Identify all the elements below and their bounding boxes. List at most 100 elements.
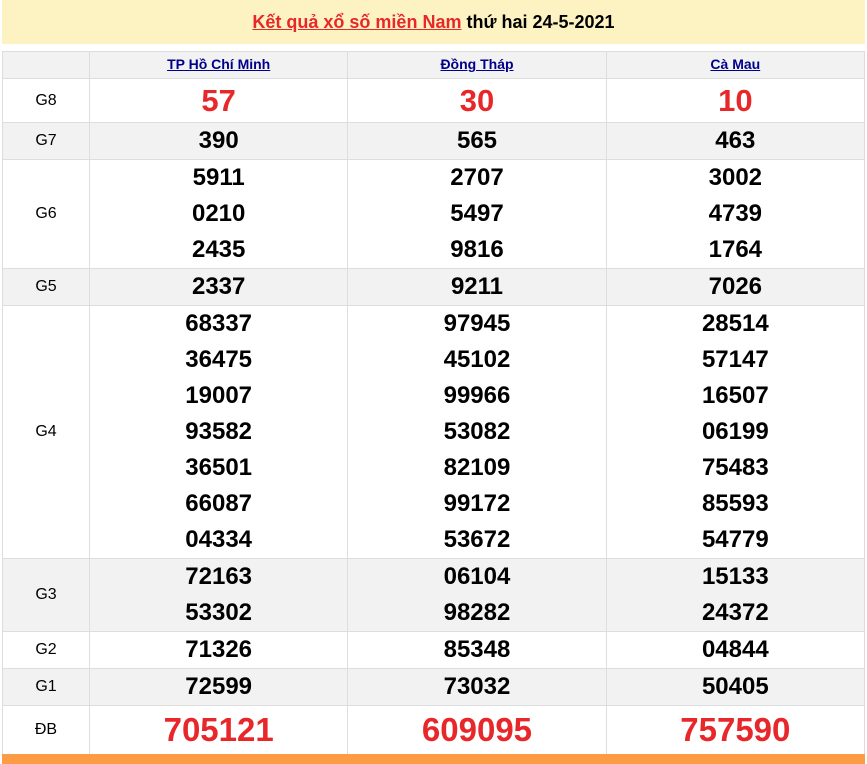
prize-cell: 390	[88, 122, 349, 160]
prize-number: 99172	[443, 490, 511, 517]
prize-label: G3	[2, 558, 90, 632]
results-table: TP Hồ Chí Minh Đồng Tháp Cà Mau G8 57 30 10…	[2, 51, 866, 755]
prize-number: 24372	[701, 599, 769, 626]
prize-row: ĐB 705121 609095 757590	[2, 705, 866, 755]
prize-cell: 463	[605, 122, 866, 160]
prize-number: 1764	[708, 236, 763, 263]
prize-number: 9211	[450, 273, 504, 300]
prize-number: 45102	[443, 346, 511, 373]
prize-number: 98282	[443, 599, 511, 626]
prize-cell: 609095	[347, 705, 607, 755]
prize-label: G4	[2, 305, 90, 559]
prize-cell: 5911 0210 2435	[88, 159, 349, 269]
prize-row: G6 5911 0210 2435 2707 5497 9816 3002 4739 1764	[2, 159, 866, 269]
prize-number: 53082	[443, 418, 511, 445]
footer-bar	[2, 754, 865, 764]
province-link[interactable]: Cà Mau	[710, 56, 761, 72]
prize-number: 19007	[185, 382, 253, 409]
prize-label: G8	[2, 78, 90, 123]
prize-cell: 3002 4739 1764	[605, 159, 866, 269]
prize-number: 68337	[185, 310, 253, 337]
prize-number: 463	[715, 127, 756, 154]
prize-label: G2	[2, 631, 90, 669]
province-header: Cà Mau	[605, 51, 866, 79]
prize-number: 72163	[185, 563, 253, 590]
prize-cell: 50405	[605, 668, 866, 706]
prize-number: 85348	[443, 636, 511, 663]
prize-number: 57147	[701, 346, 769, 373]
prize-row: G7 390 565 463	[2, 122, 866, 160]
prize-number: 99966	[443, 382, 511, 409]
prize-number: 757590	[680, 711, 791, 748]
prize-number: 0210	[191, 200, 246, 227]
prize-number: 2707	[450, 164, 504, 191]
prize-number: 4739	[708, 200, 763, 227]
prize-cell: 705121	[88, 705, 349, 755]
header-row: TP Hồ Chí Minh Đồng Tháp Cà Mau	[2, 51, 866, 79]
prize-number: 2435	[191, 236, 246, 263]
prize-cell: 7026	[605, 268, 866, 306]
prize-row: G3 72163 53302 06104 98282 15133 24372	[2, 558, 866, 632]
prize-number: 06199	[701, 418, 769, 445]
prize-number: 53302	[185, 599, 253, 626]
prize-number: 04334	[185, 526, 253, 553]
prize-number: 705121	[163, 711, 274, 748]
prize-cell: 15133 24372	[605, 558, 866, 632]
prize-cell: 9211	[347, 268, 607, 306]
prize-number: 15133	[701, 563, 769, 590]
corner-cell	[2, 51, 90, 79]
prize-cell: 57	[88, 78, 349, 123]
prize-cell: 72599	[88, 668, 349, 706]
prize-number: 53672	[443, 526, 511, 553]
prize-cell: 68337 36475 19007 93582 36501 66087 04334	[88, 305, 349, 559]
prize-cell: 04844	[605, 631, 866, 669]
prize-number: 73032	[443, 673, 511, 700]
prize-label: G5	[2, 268, 90, 306]
prize-number: 28514	[701, 310, 769, 337]
prize-number: 75483	[701, 454, 769, 481]
prize-number: 04844	[701, 636, 769, 663]
prize-number: 57	[201, 83, 236, 118]
prize-number: 3002	[708, 164, 763, 191]
prize-cell: 30	[347, 78, 607, 123]
prize-number: 30	[459, 83, 495, 118]
prize-cell: 2337	[88, 268, 349, 306]
prize-row: G1 72599 73032 50405	[2, 668, 866, 706]
province-link[interactable]: Đồng Tháp	[440, 56, 514, 72]
title-link[interactable]: Kết quả xổ số miền Nam	[252, 12, 462, 32]
title-date: thứ hai 24-5-2021	[461, 12, 615, 32]
prize-number: 7026	[708, 273, 763, 300]
prize-number: 85593	[701, 490, 769, 517]
prize-number: 66087	[185, 490, 253, 517]
prize-cell: 10	[605, 78, 866, 123]
prize-cell: 565	[347, 122, 607, 160]
province-link[interactable]: TP Hồ Chí Minh	[167, 56, 271, 72]
prize-number: 2337	[191, 273, 246, 300]
prize-cell: 28514 57147 16507 06199 75483 85593 54779	[605, 305, 866, 559]
prize-number: 609095	[421, 711, 533, 748]
prize-row: G8 57 30 10	[2, 78, 866, 123]
prize-number: 36475	[185, 346, 253, 373]
prize-number: 54779	[701, 526, 769, 553]
prize-number: 82109	[443, 454, 511, 481]
prize-number: 71326	[185, 636, 253, 663]
prize-number: 390	[198, 127, 239, 154]
province-header: TP Hồ Chí Minh	[88, 51, 349, 79]
prize-label: G6	[2, 159, 90, 269]
prize-row: G5 2337 9211 7026	[2, 268, 866, 306]
prize-cell: 72163 53302	[88, 558, 349, 632]
prize-number: 50405	[701, 673, 769, 700]
prize-number: 72599	[185, 673, 253, 700]
prize-cell: 85348	[347, 631, 607, 669]
prize-cell: 97945 45102 99966 53082 82109 99172 53672	[347, 305, 607, 559]
prize-cell: 06104 98282	[347, 558, 607, 632]
prize-label: G1	[2, 668, 90, 706]
prize-cell: 71326	[88, 631, 349, 669]
prize-number: 06104	[443, 563, 511, 590]
prize-row: G4 68337 36475 19007 93582 36501 66087 04334 979…	[2, 305, 866, 559]
province-header: Đồng Tháp	[347, 51, 607, 79]
prize-cell: 2707 5497 9816	[347, 159, 607, 269]
prize-number: 9816	[450, 236, 504, 263]
prize-number: 93582	[185, 418, 253, 445]
prize-cell: 73032	[347, 668, 607, 706]
